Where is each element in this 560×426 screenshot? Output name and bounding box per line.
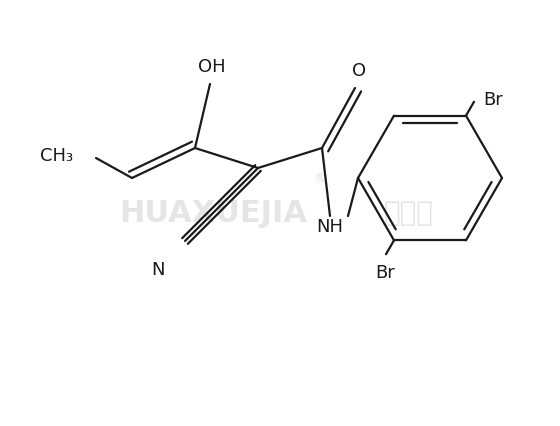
Text: HUAXUEJIA: HUAXUEJIA xyxy=(119,199,307,227)
Text: OH: OH xyxy=(198,58,226,76)
Text: O: O xyxy=(352,62,366,80)
Text: 化学加: 化学加 xyxy=(384,199,434,227)
Text: CH₃: CH₃ xyxy=(40,147,73,165)
Text: NH: NH xyxy=(316,218,343,236)
Text: Br: Br xyxy=(375,264,395,282)
Text: N: N xyxy=(152,261,165,279)
Text: ®: ® xyxy=(313,173,325,185)
Text: Br: Br xyxy=(483,91,503,109)
